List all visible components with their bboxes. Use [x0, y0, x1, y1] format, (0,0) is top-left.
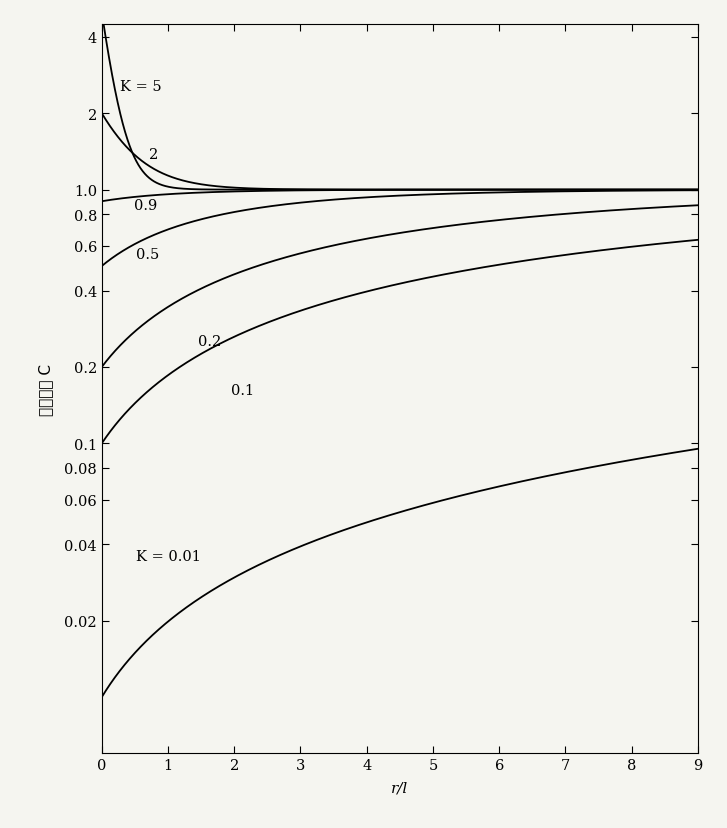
X-axis label: r/l: r/l: [391, 781, 409, 795]
Text: K = 0.01: K = 0.01: [136, 549, 201, 563]
Text: K = 5: K = 5: [121, 80, 162, 94]
Text: 0.2: 0.2: [198, 335, 221, 349]
Y-axis label: 杂质浓度 C: 杂质浓度 C: [38, 363, 53, 415]
Text: 2: 2: [150, 148, 158, 162]
Text: 0.5: 0.5: [136, 248, 159, 261]
Text: 0.1: 0.1: [231, 383, 254, 397]
Text: 0.9: 0.9: [134, 199, 157, 213]
